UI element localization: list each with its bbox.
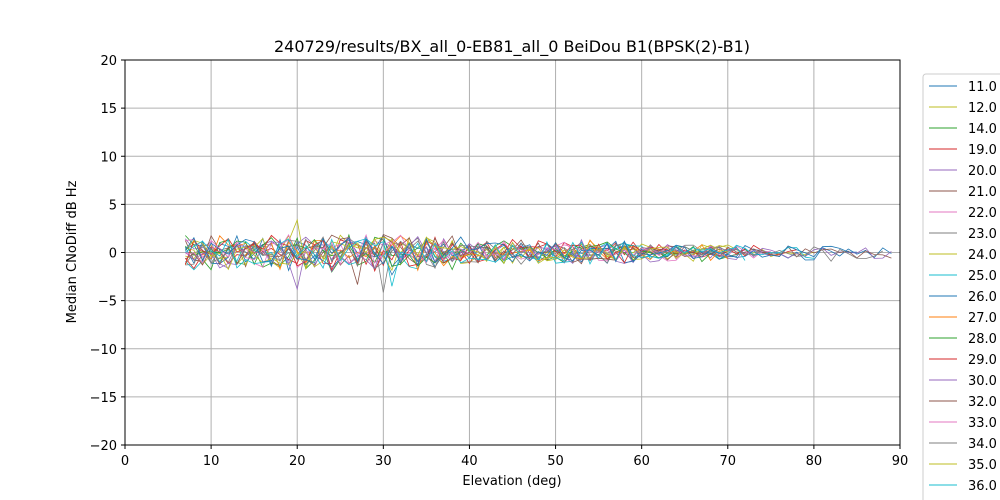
legend-label: 34.0: [968, 437, 997, 452]
y-axis: −20 −15 −10 −5 0 5 10 15 20: [90, 54, 125, 454]
chart-title: 240729/results/BX_all_0-EB81_all_0 BeiDo…: [274, 37, 750, 57]
x-tick-label: 90: [892, 454, 909, 469]
legend-label: 12.0: [968, 101, 997, 116]
y-tick-label: −15: [90, 391, 117, 406]
y-tick-label: −10: [90, 343, 117, 358]
y-tick-label: 5: [109, 198, 117, 213]
x-tick-label: 40: [461, 454, 478, 469]
legend-label: 29.0: [968, 353, 997, 368]
y-tick-label: 0: [109, 247, 117, 262]
legend-items: 11.0 12.0 14.0 19.0 20.0 21.0 22.0 23.0 24.0 25.0…: [929, 80, 997, 494]
legend-box: [922, 73, 1000, 500]
legend-label: 30.0: [968, 374, 997, 389]
legend-label: 36.0: [968, 479, 997, 494]
legend-label: 21.0: [968, 185, 997, 200]
legend: 11.0 12.0 14.0 19.0 20.0 21.0 22.0 23.0 24.0 25.0…: [922, 73, 1000, 500]
x-tick-label: 60: [633, 454, 650, 469]
legend-label: 22.0: [968, 206, 997, 221]
series-line-26-0: [184, 234, 857, 272]
series-line-37-0: [184, 236, 728, 267]
x-tick-label: 20: [289, 454, 306, 469]
x-tick-label: 0: [121, 454, 129, 469]
legend-label: 28.0: [968, 332, 997, 347]
x-tick-label: 50: [547, 454, 564, 469]
grid: [124, 59, 901, 446]
y-tick-label: −5: [98, 295, 117, 310]
y-tick-label: 20: [100, 54, 117, 69]
legend-label: 24.0: [968, 248, 997, 263]
series-line-36-0: [185, 238, 746, 287]
x-axis-label: Elevation (deg): [462, 474, 561, 489]
y-tick-label: 10: [100, 150, 117, 165]
series-lines: [184, 218, 892, 293]
legend-label: 25.0: [968, 269, 997, 284]
series-line-23-0: [184, 237, 746, 293]
legend-label: 11.0: [968, 80, 997, 95]
legend-label: 20.0: [968, 164, 997, 179]
series-line-34-0: [185, 236, 884, 270]
legend-label: 27.0: [968, 311, 997, 326]
y-tick-label: 15: [100, 102, 117, 117]
legend-label: 32.0: [968, 395, 997, 410]
legend-label: 19.0: [968, 143, 997, 158]
x-tick-label: 70: [720, 454, 737, 469]
x-tick-label: 80: [806, 454, 823, 469]
legend-label: 35.0: [968, 458, 997, 473]
series-line-35-0: [184, 236, 728, 271]
y-tick-label: −20: [90, 439, 117, 454]
series-line-29-0: [184, 234, 746, 273]
legend-label: 23.0: [968, 227, 997, 242]
x-axis: 0 10 20 30 40 50 60 70 80 90: [121, 445, 908, 469]
x-tick-label: 30: [375, 454, 392, 469]
legend-label: 33.0: [968, 416, 997, 431]
series-line-24-0: [185, 218, 728, 272]
legend-label: 14.0: [968, 122, 997, 137]
x-tick-label: 10: [203, 454, 220, 469]
y-axis-label: Median CNoDiff dB Hz: [65, 180, 80, 323]
legend-label: 26.0: [968, 290, 997, 305]
